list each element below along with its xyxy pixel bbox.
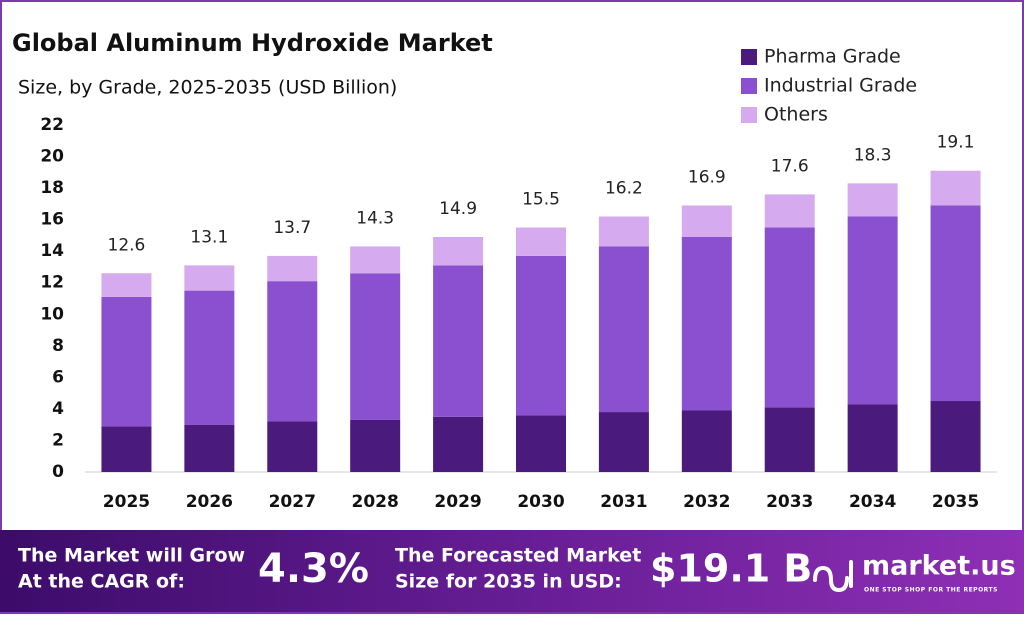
y-tick-label: 16 bbox=[40, 210, 64, 230]
cagr-label: At the CAGR of: bbox=[18, 571, 185, 593]
x-tick-label: 2028 bbox=[352, 492, 399, 512]
x-tick-label: 2034 bbox=[849, 492, 896, 512]
total-label: 14.9 bbox=[439, 199, 477, 219]
total-label: 17.6 bbox=[771, 156, 809, 176]
bar-segment bbox=[847, 183, 898, 217]
bar-segment bbox=[764, 227, 815, 408]
legend-swatch bbox=[741, 107, 757, 123]
bar-segment bbox=[681, 410, 732, 472]
cagr-value: 4.3% bbox=[258, 546, 369, 592]
total-label: 14.3 bbox=[356, 208, 394, 228]
y-tick-label: 22 bbox=[40, 115, 64, 135]
legend-label: Industrial Grade bbox=[764, 75, 917, 97]
x-tick-label: 2025 bbox=[103, 492, 150, 512]
bar-segment bbox=[433, 236, 484, 266]
bar-segment bbox=[847, 404, 898, 472]
bar-segment bbox=[350, 246, 401, 274]
bar-segment bbox=[516, 415, 566, 472]
bar-segment bbox=[681, 205, 732, 237]
forecast-label: The Forecasted Market bbox=[395, 545, 641, 567]
bar-segment bbox=[433, 265, 484, 417]
bar-segment bbox=[184, 290, 235, 425]
bar-segment bbox=[516, 227, 566, 256]
y-tick-label: 6 bbox=[52, 367, 64, 387]
y-tick-label: 2 bbox=[52, 430, 64, 450]
bar-segment bbox=[101, 296, 152, 427]
x-tick-label: 2030 bbox=[517, 492, 564, 512]
y-tick-label: 20 bbox=[40, 147, 64, 167]
brand-logo bbox=[813, 560, 853, 593]
bar-segment bbox=[598, 216, 649, 247]
bar-segment bbox=[267, 255, 318, 282]
x-tick-label: 2033 bbox=[766, 492, 813, 512]
bar-segment bbox=[350, 273, 401, 420]
total-label: 16.9 bbox=[688, 167, 726, 187]
bar-segment bbox=[101, 273, 152, 297]
bar-segment bbox=[598, 412, 649, 472]
legend-swatch bbox=[741, 49, 757, 65]
y-tick-label: 18 bbox=[40, 178, 64, 198]
forecast-label: Size for 2035 in USD: bbox=[395, 571, 622, 593]
bar-segment bbox=[681, 236, 732, 411]
chart-title: Global Aluminum Hydroxide Market bbox=[12, 29, 493, 57]
legend-label: Pharma Grade bbox=[764, 46, 901, 68]
bar-segment bbox=[184, 424, 235, 472]
x-tick-label: 2029 bbox=[434, 492, 481, 512]
legend-label: Others bbox=[764, 104, 828, 126]
bar-segment bbox=[516, 255, 566, 416]
x-tick-label: 2032 bbox=[683, 492, 730, 512]
x-tick-label: 2035 bbox=[932, 492, 979, 512]
bar-segment bbox=[764, 194, 815, 228]
legend-swatch bbox=[741, 78, 757, 94]
brand-tagline: ONE STOP SHOP FOR THE REPORTS bbox=[864, 587, 998, 594]
bar-segment bbox=[930, 170, 981, 206]
bar-segment bbox=[184, 265, 235, 291]
y-tick-label: 10 bbox=[40, 304, 64, 324]
total-label: 16.2 bbox=[605, 178, 643, 198]
bar-segment bbox=[101, 426, 152, 472]
y-tick-label: 8 bbox=[52, 336, 64, 356]
x-tick-label: 2031 bbox=[600, 492, 647, 512]
bar-segment bbox=[267, 281, 318, 422]
y-tick-label: 0 bbox=[52, 462, 64, 482]
x-tick-label: 2027 bbox=[269, 492, 316, 512]
bar-segment bbox=[267, 421, 318, 472]
cagr-label: The Market will Grow bbox=[18, 545, 245, 567]
total-label: 12.6 bbox=[108, 235, 146, 255]
brand-name: market.us bbox=[862, 551, 1016, 582]
bar-segment bbox=[930, 205, 981, 402]
chart-subtitle: Size, by Grade, 2025-2035 (USD Billion) bbox=[18, 77, 397, 99]
total-label: 13.7 bbox=[273, 218, 311, 238]
x-tick-label: 2026 bbox=[186, 492, 233, 512]
forecast-value: $19.1 B bbox=[650, 547, 812, 591]
footer-band bbox=[0, 530, 1024, 612]
bar-segment bbox=[350, 419, 401, 472]
total-label: 18.3 bbox=[854, 145, 892, 165]
bar-segment bbox=[847, 216, 898, 405]
bar-segment bbox=[764, 407, 815, 472]
y-tick-label: 4 bbox=[52, 399, 64, 419]
total-label: 15.5 bbox=[522, 190, 560, 210]
y-tick-label: 12 bbox=[40, 273, 64, 293]
y-tick-label: 14 bbox=[40, 241, 64, 261]
total-label: 13.1 bbox=[190, 227, 228, 247]
total-label: 19.1 bbox=[937, 133, 975, 153]
bar-segment bbox=[930, 401, 981, 472]
bar-segment bbox=[433, 416, 484, 472]
bar-segment bbox=[598, 246, 649, 413]
